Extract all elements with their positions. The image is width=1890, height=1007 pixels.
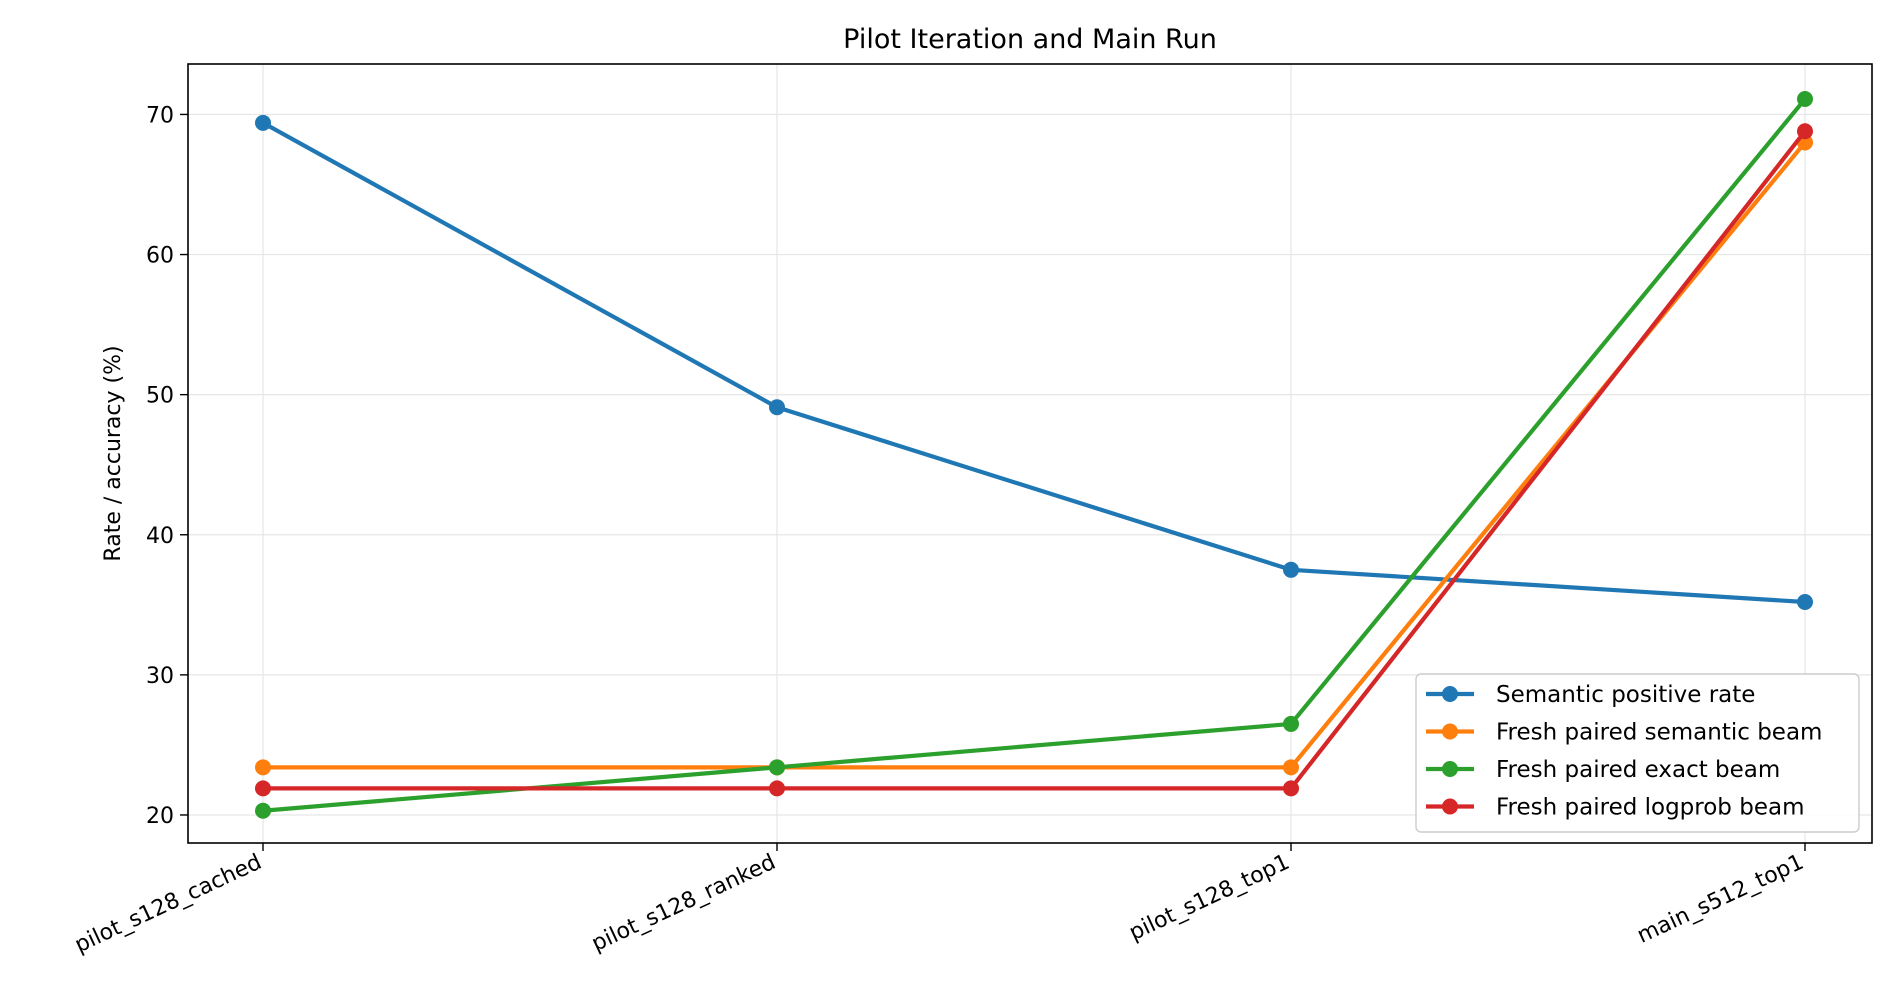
legend-marker-3 — [1442, 798, 1458, 815]
data-point-3-3 — [1797, 123, 1813, 140]
y-tick-label-30: 30 — [146, 664, 174, 689]
legend-marker-0 — [1442, 686, 1458, 702]
data-point-3-0 — [255, 780, 271, 797]
series-0 — [255, 114, 1813, 611]
y-tick-label-50: 50 — [146, 384, 174, 409]
y-tick-label-20: 20 — [146, 804, 174, 829]
legend-item-3: Fresh paired logprob beam — [1426, 795, 1804, 821]
series-line-3 — [260, 129, 1808, 791]
data-point-2-2 — [1283, 715, 1299, 732]
legend-marker-2 — [1442, 761, 1458, 777]
data-point-0-1 — [769, 399, 785, 416]
data-point-3-2 — [1283, 780, 1299, 797]
series-3 — [255, 123, 1813, 797]
legend-marker-1 — [1442, 723, 1458, 740]
data-point-2-1 — [769, 759, 785, 776]
data-point-1-0 — [255, 759, 271, 776]
y-tick-label-70: 70 — [146, 103, 174, 128]
y-axis-ticks: 20 30 40 50 60 70 — [146, 103, 188, 829]
data-point-0-2 — [1283, 561, 1299, 578]
legend-box — [1415, 673, 1860, 833]
y-tick-label-60: 60 — [146, 244, 174, 269]
y-tick-label-40: 40 — [146, 524, 174, 549]
data-point-2-0 — [255, 802, 271, 819]
plot-frame — [187, 63, 1873, 844]
legend-label-3: Fresh paired logprob beam — [1496, 795, 1804, 821]
data-point-2-3 — [1797, 91, 1813, 108]
data-point-0-0 — [255, 114, 271, 131]
legend-label-0: Semantic positive rate — [1496, 682, 1755, 708]
series-line-0 — [260, 120, 1808, 605]
legend-label-1: Fresh paired semantic beam — [1496, 720, 1822, 746]
legend-item-0: Semantic positive rate — [1426, 682, 1755, 708]
y-axis-label: Rate / accuracy (%) — [101, 345, 126, 561]
data-point-0-3 — [1797, 594, 1813, 611]
series-lines — [255, 91, 1813, 819]
data-point-3-1 — [769, 780, 785, 797]
legend-item-1: Fresh paired semantic beam — [1426, 720, 1822, 746]
legend: Semantic positive rate Fresh paired seman… — [1415, 673, 1860, 833]
series-line-1 — [260, 140, 1808, 770]
data-point-1-2 — [1283, 759, 1299, 776]
legend-label-2: Fresh paired exact beam — [1496, 757, 1780, 783]
chart-title: Pilot Iteration and Main Run — [843, 24, 1217, 55]
legend-item-2: Fresh paired exact beam — [1426, 757, 1780, 783]
